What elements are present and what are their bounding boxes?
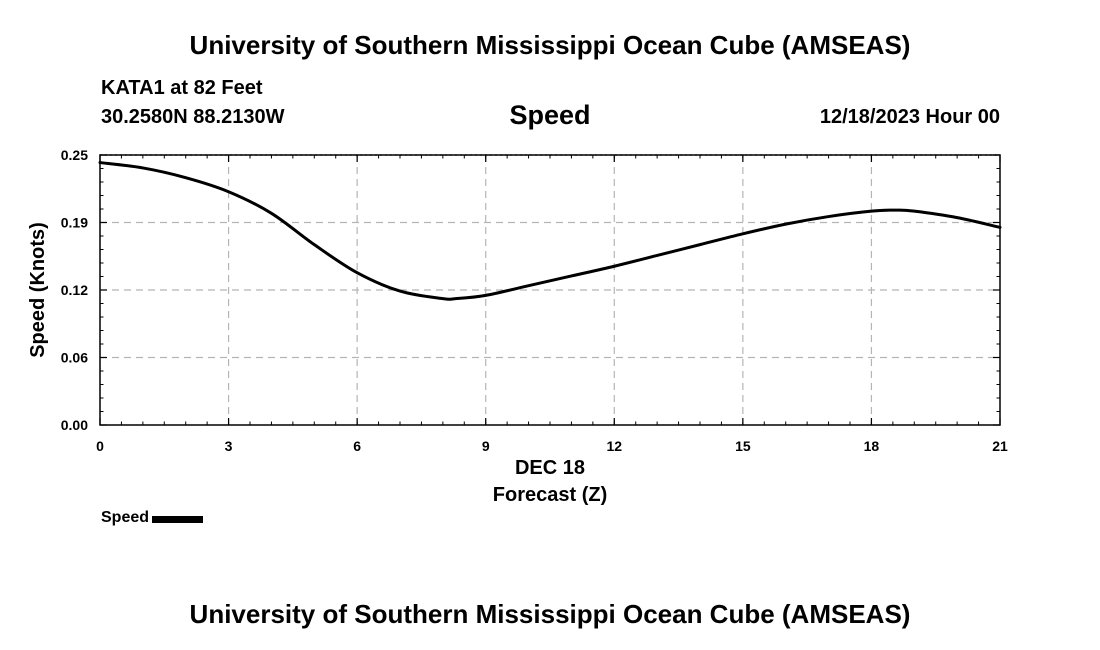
- station-label: KATA1 at 82 Feet: [101, 77, 263, 99]
- y-tick-label: 0.25: [61, 147, 88, 163]
- speed-series-line: [98, 161, 1002, 301]
- y-tick-label: 0.19: [61, 215, 88, 231]
- x-tick-label: 21: [992, 438, 1008, 454]
- x-axis-title: Forecast (Z): [493, 484, 607, 506]
- chart-title: Speed: [509, 100, 591, 130]
- legend-line-swatch: [152, 516, 204, 523]
- legend: Speed: [101, 509, 204, 527]
- y-tick-labels: 0.00 0.06 0.12 0.19 0.25: [61, 147, 88, 433]
- x-axis-date: DEC 18: [515, 457, 585, 479]
- x-tick-label: 9: [482, 438, 490, 454]
- x-tick-labels: 0 3 6 9 12 15 18 21: [96, 438, 1008, 454]
- x-tick-label: 18: [864, 438, 880, 454]
- legend-label: Speed: [101, 509, 150, 526]
- forecast-datetime: 12/18/2023 Hour 00: [819, 106, 1000, 128]
- x-tick-label: 0: [96, 438, 104, 454]
- y-tick-label: 0.06: [61, 350, 88, 366]
- y-tick-label: 0.00: [61, 417, 88, 433]
- x-tick-label: 6: [353, 438, 361, 454]
- x-tick-label: 12: [606, 438, 622, 454]
- page-title: University of Southern Mississippi Ocean…: [189, 30, 911, 60]
- y-tick-label: 0.12: [61, 282, 88, 298]
- station-coordinates: 30.2580N 88.2130W: [101, 106, 285, 128]
- y-axis-title: Speed (Knots): [27, 222, 49, 358]
- x-tick-label: 3: [225, 438, 233, 454]
- footer-title: University of Southern Mississippi Ocean…: [189, 599, 911, 629]
- plot-frame: [99, 154, 1001, 426]
- x-tick-label: 15: [735, 438, 751, 454]
